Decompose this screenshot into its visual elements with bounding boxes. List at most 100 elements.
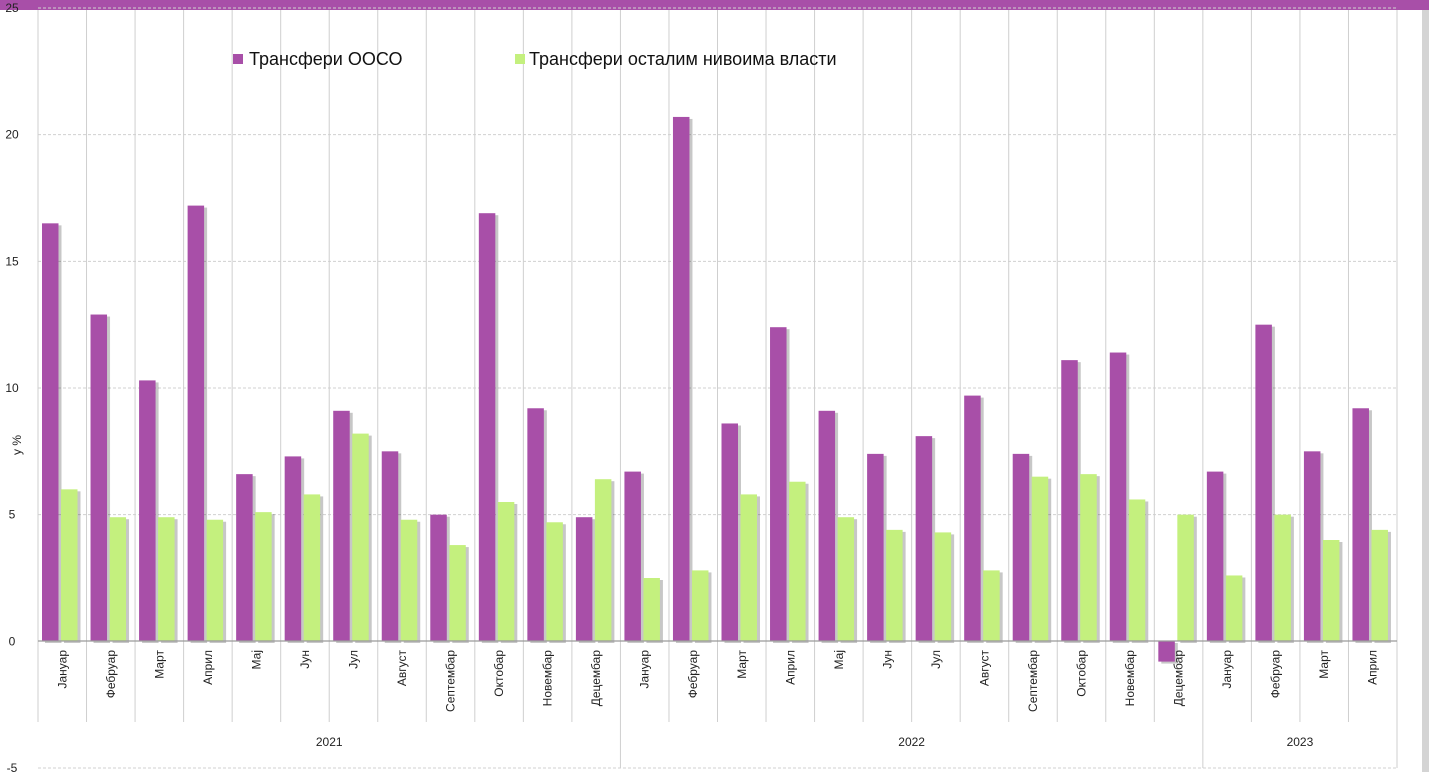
x-tick-label: Август <box>977 650 991 687</box>
x-tick-label: Јул <box>346 650 360 669</box>
bar-1 <box>352 433 369 641</box>
x-tick-label: Новембар <box>1123 650 1137 707</box>
bar-1 <box>497 502 515 641</box>
bar-1 <box>546 522 563 641</box>
x-tick-label: Јануар <box>1220 650 1234 689</box>
bar-1 <box>594 479 612 641</box>
bar-1 <box>1371 529 1388 641</box>
bar-1 <box>1177 514 1194 641</box>
bar-1 <box>983 570 1000 641</box>
axes: -5 0 5 10 15 20 25 Јануар Фебруар Март Април Мај Јун… <box>5 1 1397 772</box>
x-tick-label: Март <box>735 650 749 679</box>
x-tick-label: Децембар <box>1172 650 1186 707</box>
x-tick-label: Април <box>201 650 215 685</box>
bar-1 <box>449 545 466 641</box>
bar-0 <box>1012 453 1030 641</box>
x-tick-label: Фебруар <box>686 650 700 699</box>
legend-swatch-1 <box>515 54 525 64</box>
bar-1 <box>158 517 175 641</box>
bar-0 <box>478 213 496 641</box>
bar-0 <box>333 410 350 641</box>
bar-1 <box>1322 540 1340 641</box>
bar-0 <box>90 314 108 641</box>
x-tick-label: Јун <box>298 650 312 669</box>
legend-swatch-0 <box>233 54 243 64</box>
gridlines <box>37 7 1398 769</box>
x-group-label: 2022 <box>898 735 925 749</box>
x-tick-label: Март <box>1317 650 1331 679</box>
legend-label-0: Трансфери ООСО <box>249 49 402 69</box>
x-tick-label: Мај <box>832 650 846 669</box>
bar-0 <box>770 327 787 641</box>
bar-0 <box>527 408 544 641</box>
x-tick-label: Фебруар <box>1269 650 1283 699</box>
bar-0 <box>1303 451 1321 641</box>
bar-1 <box>400 519 418 641</box>
x-tick-label: Јануар <box>55 650 69 689</box>
bar-0 <box>139 380 156 641</box>
y-tick-label: 15 <box>5 254 19 268</box>
legend-item-1: Трансфери осталим нивоима власти <box>515 49 837 69</box>
bar-1 <box>61 489 78 641</box>
bar-0 <box>430 514 447 641</box>
y-tick-label: -5 <box>7 761 18 772</box>
bar-1 <box>303 494 321 641</box>
x-tick-label: Децембар <box>589 650 603 707</box>
x-tick-label: Мај <box>249 650 263 669</box>
legend-label-1: Трансфери осталим нивоима власти <box>529 49 837 69</box>
x-tick-label: Јануар <box>638 650 652 689</box>
y-axis-label: у % <box>10 435 24 455</box>
top-color-bar <box>0 0 1429 10</box>
bar-0 <box>1109 352 1127 641</box>
bar-1 <box>643 578 660 641</box>
bar-1 <box>1225 575 1243 641</box>
bar-1 <box>1080 474 1097 641</box>
bar-0 <box>915 436 933 641</box>
bar-0 <box>818 410 836 641</box>
bar-0 <box>1158 641 1175 662</box>
x-tick-label: Јул <box>929 650 943 669</box>
bar-0 <box>1061 360 1078 641</box>
right-frame-bar <box>1422 10 1429 772</box>
bar-0 <box>672 116 690 641</box>
bar-1 <box>691 570 709 641</box>
bar-0 <box>867 453 884 641</box>
x-tick-label: Септембар <box>1026 650 1040 712</box>
x-tick-label: Август <box>395 650 409 687</box>
bars <box>42 116 1391 664</box>
x-tick-label: Април <box>783 650 797 685</box>
x-tick-label: Новембар <box>541 650 555 707</box>
bar-0 <box>575 517 593 641</box>
y-tick-label: 25 <box>5 1 19 15</box>
x-tick-label: Септембар <box>444 650 458 712</box>
x-tick-label: Октобар <box>492 650 506 697</box>
legend-item-0: Трансфери ООСО <box>233 49 402 69</box>
x-group-label: 2021 <box>316 735 343 749</box>
y-tick-label: 10 <box>5 381 19 395</box>
y-tick-label: 0 <box>9 634 16 648</box>
x-tick-label: Март <box>152 650 166 679</box>
x-tick-label: Октобар <box>1075 650 1089 697</box>
bar-1 <box>837 517 855 641</box>
bar-0 <box>721 423 738 641</box>
bar-0 <box>1255 324 1272 641</box>
bar-1 <box>109 517 127 641</box>
x-group-label: 2023 <box>1287 735 1314 749</box>
bar-1 <box>886 529 903 641</box>
bar-1 <box>206 519 224 641</box>
bar-0 <box>1206 471 1224 641</box>
bar-0 <box>381 451 399 641</box>
bar-0 <box>964 395 981 641</box>
bar-1 <box>1031 476 1049 641</box>
legend: Трансфери ООСО Трансфери осталим нивоима… <box>233 49 837 69</box>
bar-0 <box>236 474 253 641</box>
bar-1 <box>789 481 806 641</box>
x-tick-label: Јун <box>880 650 894 669</box>
bar-1 <box>1128 499 1146 641</box>
bar-0 <box>284 456 302 641</box>
x-tick-label: Фебруар <box>104 650 118 699</box>
y-tick-label: 5 <box>9 508 16 522</box>
bar-1 <box>1274 514 1291 641</box>
bar-1 <box>740 494 757 641</box>
